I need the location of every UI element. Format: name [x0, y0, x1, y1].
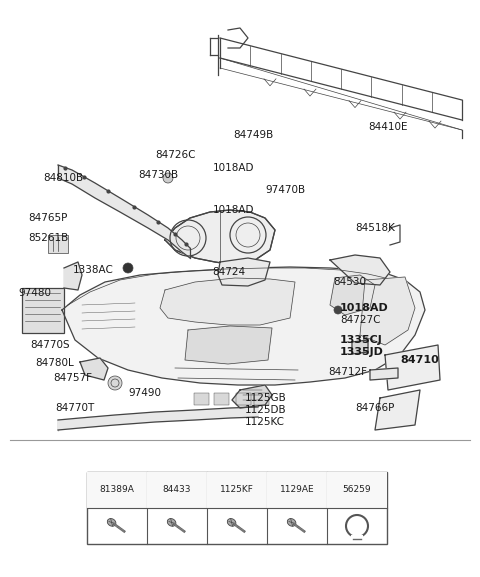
Text: 81389A: 81389A — [99, 485, 134, 494]
Text: 97470B: 97470B — [265, 185, 305, 195]
Text: 1125KC: 1125KC — [245, 417, 285, 427]
Bar — [147, 472, 207, 508]
Polygon shape — [330, 255, 390, 285]
Polygon shape — [232, 385, 272, 408]
Ellipse shape — [288, 519, 296, 526]
Polygon shape — [360, 277, 415, 345]
Text: 1018AD: 1018AD — [213, 163, 254, 173]
Text: 84765P: 84765P — [28, 213, 67, 223]
Text: 84770S: 84770S — [30, 340, 70, 350]
Text: 84766P: 84766P — [355, 403, 395, 413]
Polygon shape — [375, 390, 420, 430]
Bar — [327, 472, 387, 508]
Polygon shape — [58, 407, 258, 430]
Polygon shape — [330, 275, 375, 315]
Polygon shape — [160, 278, 295, 325]
Text: 84730B: 84730B — [138, 170, 178, 180]
Bar — [194, 393, 209, 405]
Text: 97480: 97480 — [18, 288, 51, 298]
Text: 1125GB: 1125GB — [245, 393, 287, 403]
Circle shape — [108, 376, 122, 390]
Bar — [236, 393, 251, 405]
Text: 84410E: 84410E — [368, 122, 408, 132]
Polygon shape — [218, 258, 270, 286]
Text: 1338AC: 1338AC — [73, 265, 114, 275]
Ellipse shape — [228, 519, 236, 526]
Text: 84724: 84724 — [212, 267, 245, 277]
Ellipse shape — [108, 519, 116, 526]
Text: 1335CJ: 1335CJ — [340, 335, 383, 345]
Polygon shape — [165, 210, 275, 265]
Polygon shape — [185, 326, 272, 364]
Bar — [48, 235, 68, 253]
Bar — [214, 393, 229, 405]
Bar — [87, 472, 387, 544]
Bar — [267, 472, 327, 508]
Bar — [207, 472, 267, 508]
Text: 84780L: 84780L — [35, 358, 74, 368]
Text: 84433: 84433 — [163, 485, 191, 494]
Text: 56259: 56259 — [343, 485, 372, 494]
Text: 1018AD: 1018AD — [340, 303, 389, 313]
Polygon shape — [385, 345, 440, 390]
Text: 84530: 84530 — [333, 277, 366, 287]
Text: 1335JD: 1335JD — [340, 347, 384, 357]
Circle shape — [163, 173, 173, 183]
Bar — [22, 288, 64, 333]
Polygon shape — [352, 340, 368, 354]
Polygon shape — [370, 368, 398, 380]
Polygon shape — [80, 358, 108, 380]
Text: 84710: 84710 — [400, 355, 439, 365]
Text: 1125DB: 1125DB — [245, 405, 287, 415]
Text: 1129AE: 1129AE — [280, 485, 314, 494]
Circle shape — [123, 263, 133, 273]
Text: 84727C: 84727C — [340, 315, 381, 325]
Text: 85261B: 85261B — [28, 233, 68, 243]
Text: 84770T: 84770T — [55, 403, 94, 413]
Circle shape — [334, 306, 342, 314]
Bar — [87, 472, 147, 508]
Bar — [254, 393, 269, 405]
Polygon shape — [62, 267, 425, 385]
Polygon shape — [64, 262, 82, 290]
Text: 84810B: 84810B — [43, 173, 83, 183]
Polygon shape — [58, 165, 190, 258]
Text: 84518K: 84518K — [355, 223, 395, 233]
Text: 1125KF: 1125KF — [220, 485, 254, 494]
Text: 97490: 97490 — [128, 388, 161, 398]
Text: 84757F: 84757F — [53, 373, 92, 383]
Text: 84712F: 84712F — [328, 367, 367, 377]
Text: 1018AD: 1018AD — [213, 205, 254, 215]
Text: 84726C: 84726C — [155, 150, 195, 160]
Text: 84749B: 84749B — [233, 130, 273, 140]
Ellipse shape — [168, 519, 176, 526]
